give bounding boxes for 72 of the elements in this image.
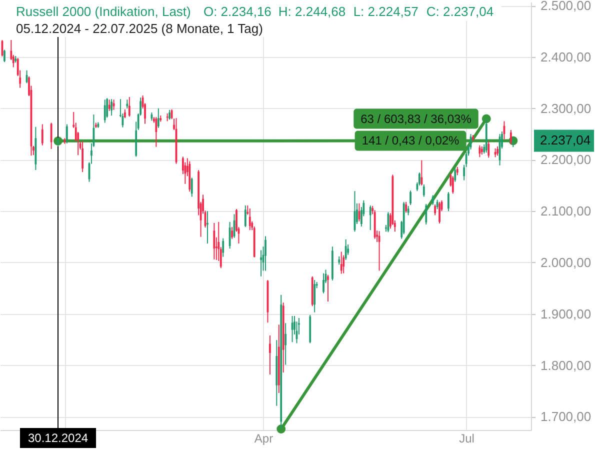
candlestick — [222, 238, 224, 258]
ref-line-label: 30.12.2024 — [28, 431, 88, 445]
annotation: L: 2.224,57 — [353, 4, 418, 19]
candlestick — [213, 222, 216, 260]
candlestick — [422, 184, 425, 198]
candlestick — [264, 236, 266, 272]
candlestick — [50, 122, 52, 150]
candlestick — [155, 116, 158, 148]
annotation: 141 / 0,43 / 0,02% — [362, 134, 460, 148]
candlestick — [369, 204, 372, 231]
point — [482, 114, 491, 124]
annotation: 63 / 603,83 / 36,03% — [360, 112, 472, 126]
candlestick — [82, 140, 84, 173]
candlestick — [228, 221, 231, 250]
candlestick — [4, 49, 6, 63]
candlestick — [420, 160, 423, 186]
candlestick — [314, 279, 316, 313]
y-tick-label: 1.900,00 — [540, 306, 592, 322]
candlestick — [128, 96, 130, 118]
candlestick — [512, 136, 514, 148]
candlestick — [108, 99, 110, 112]
candlestick — [510, 129, 512, 145]
candlestick — [104, 99, 106, 124]
point — [276, 424, 286, 434]
candlestick — [168, 109, 171, 120]
candlestick — [478, 144, 481, 158]
candlestick — [248, 208, 251, 231]
candlestick — [496, 146, 498, 156]
candlestick — [112, 99, 115, 110]
x-tick-label: Apr — [254, 432, 274, 446]
candlestick — [206, 210, 208, 244]
candlestick — [284, 322, 287, 366]
candlestick — [110, 98, 113, 116]
candlestick — [342, 254, 345, 274]
candlestick — [425, 203, 428, 225]
candlestick — [327, 274, 329, 302]
candlestick — [269, 334, 271, 376]
candlestick — [340, 251, 342, 274]
text: 05.12.2024 - 22.07.2025 (8 Monate, 1 Tag) — [16, 21, 263, 36]
candlestick — [244, 204, 246, 228]
annotation: H: 2.244,68 — [278, 4, 346, 19]
candlestick — [190, 177, 193, 198]
y-tick-label: 1.800,00 — [540, 358, 592, 373]
candlestick — [41, 124, 44, 146]
candlestick — [231, 226, 233, 240]
candlestick — [448, 192, 450, 212]
candlestick — [322, 272, 324, 294]
candlestick — [438, 201, 440, 224]
candlestick — [344, 238, 347, 260]
candlestick — [405, 201, 408, 214]
y-tick-label: 2.237,04 — [540, 132, 591, 148]
candlestick — [410, 190, 412, 206]
y-tick-label: 2.300,00 — [540, 100, 592, 116]
candlestick — [488, 140, 490, 158]
y-tick-label: 2.400,00 — [540, 49, 592, 64]
candlestick — [106, 98, 108, 118]
candlestick — [454, 167, 456, 182]
candlestick — [432, 194, 434, 206]
y-tick-label: 2.200,00 — [540, 152, 592, 168]
candlestick — [434, 204, 436, 216]
y-tick-label: 2.100,00 — [540, 204, 592, 219]
candlestick — [66, 124, 68, 144]
candlestick — [452, 176, 454, 194]
chart-title: Russell 2000 (Indikation, Last) — [16, 4, 191, 19]
candlestick — [157, 108, 160, 128]
y-tick-label: 1.700,00 — [540, 409, 592, 424]
y-tick-label: 2.500,00 — [540, 0, 592, 14]
candlestick — [260, 250, 262, 277]
x-tick-label: Jul — [459, 432, 474, 446]
annotation: C: 2.237,04 — [426, 4, 494, 19]
y-tick-label: 2.000,00 — [540, 255, 592, 270]
annotation: O: 2.234,16 — [203, 4, 272, 19]
